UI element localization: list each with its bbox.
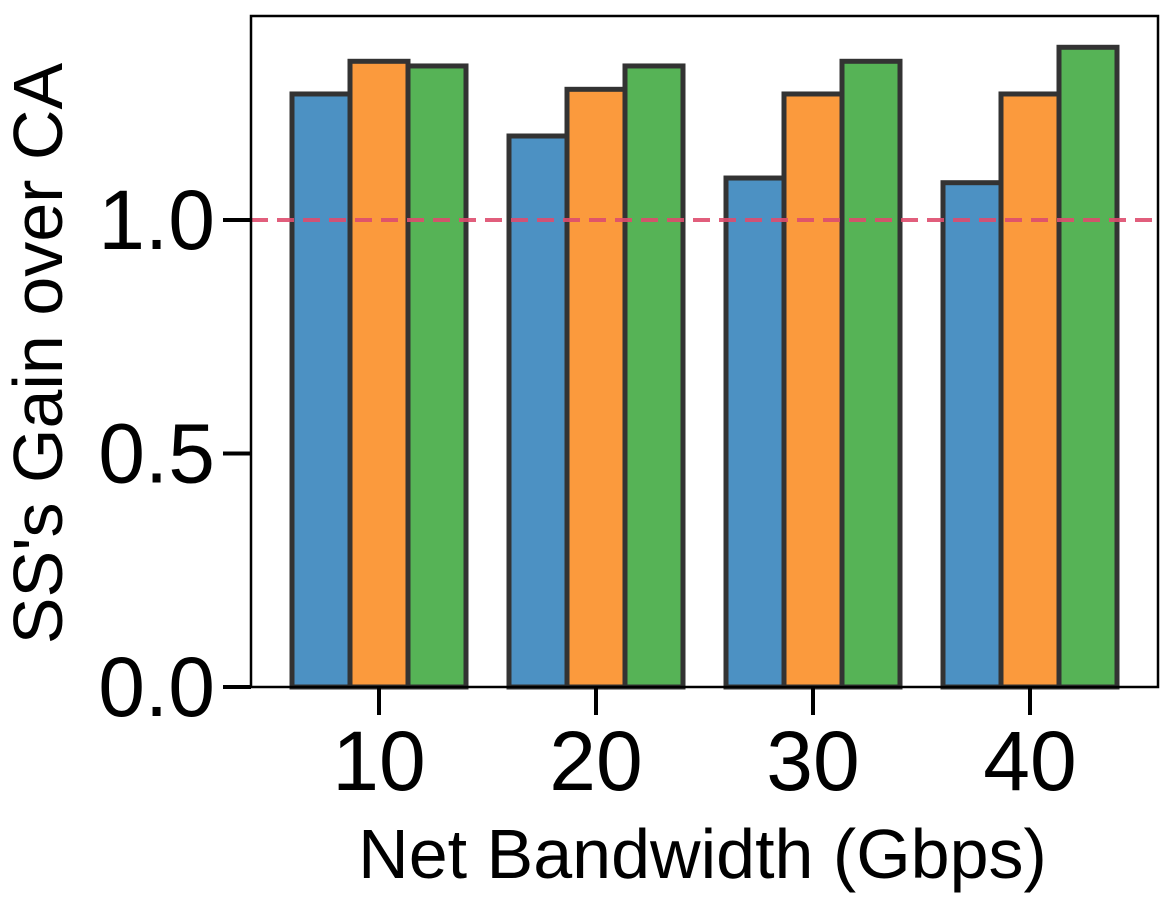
y-tick-label: 1.0 bbox=[98, 173, 215, 267]
plot-frame bbox=[249, 14, 1160, 689]
bar-20-series-2 bbox=[564, 86, 628, 690]
y-tick-label: 0.5 bbox=[98, 407, 215, 501]
bar-40-series-3 bbox=[1056, 44, 1120, 690]
bar-10-series-1 bbox=[289, 91, 353, 690]
bar-40-series-2 bbox=[998, 91, 1062, 690]
bar-10-series-3 bbox=[405, 63, 469, 690]
y-axis: 0.0 0.5 1.0 bbox=[98, 173, 251, 734]
x-tick-label: 30 bbox=[766, 714, 859, 808]
x-axis-title: Net Bandwidth (Gbps) bbox=[358, 815, 1047, 893]
x-tick-label: 20 bbox=[549, 714, 642, 808]
bar-30-series-2 bbox=[781, 91, 845, 690]
y-axis-title: SS's Gain over CA bbox=[0, 63, 77, 645]
x-tick-label: 40 bbox=[983, 714, 1076, 808]
bar-40-series-1 bbox=[940, 180, 1004, 690]
bar-10-series-2 bbox=[347, 58, 411, 690]
bar-30-series-3 bbox=[839, 58, 903, 690]
bar-20-series-3 bbox=[622, 63, 686, 690]
y-tick-label: 0.0 bbox=[98, 640, 215, 734]
bar-30-series-1 bbox=[723, 175, 787, 690]
x-tick-label: 10 bbox=[332, 714, 425, 808]
x-axis: 10 20 30 40 bbox=[332, 687, 1077, 808]
bars-group bbox=[289, 44, 1120, 690]
